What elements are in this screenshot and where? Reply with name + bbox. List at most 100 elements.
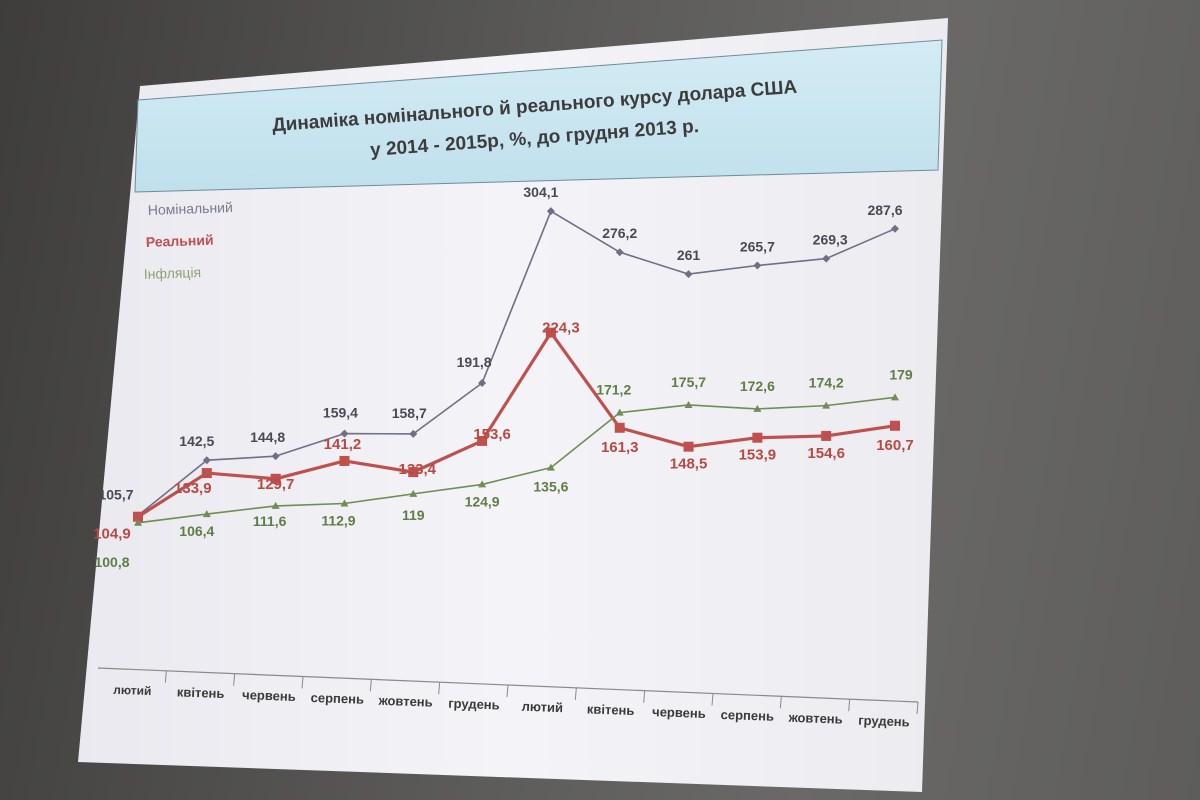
series-2-data-label: 160,7 xyxy=(876,437,914,454)
series-2-point xyxy=(890,420,900,431)
series-2-data-label: 224,3 xyxy=(542,320,580,337)
series-1-data-label: 265,7 xyxy=(740,239,775,255)
series-1-point xyxy=(202,456,211,465)
title-banner xyxy=(134,39,943,193)
series-3-point xyxy=(684,400,693,408)
series-3-point xyxy=(753,404,762,412)
series-1-point xyxy=(340,429,349,438)
x-tick xyxy=(438,682,441,695)
series-1-point xyxy=(409,429,418,438)
series-3-data-label: 172,6 xyxy=(740,378,775,394)
series-3-data-label: 111,6 xyxy=(253,513,287,529)
series-3-data-label: 124,9 xyxy=(465,493,500,509)
series-2-point xyxy=(752,432,763,443)
series-line-2 xyxy=(137,331,896,519)
series-lines xyxy=(137,210,896,524)
x-tick-label: лютий xyxy=(521,699,563,715)
series-2-data-label: 104,9 xyxy=(93,526,131,543)
series-2-data-label: 133,4 xyxy=(398,461,436,478)
x-tick-label: грудень xyxy=(448,696,500,713)
x-tick-label: жовтень xyxy=(377,693,433,710)
x-tick xyxy=(779,696,782,709)
series-2-data-label: 153,6 xyxy=(473,426,511,443)
x-tick-label: жовтень xyxy=(787,710,843,727)
series-1-data-label: 261 xyxy=(677,247,701,263)
series-3-point xyxy=(340,499,349,507)
x-tick-label: квітень xyxy=(587,701,635,718)
series-1-data-label: 159,4 xyxy=(323,405,358,421)
legend-real: Реальний xyxy=(146,232,214,250)
series-2-point xyxy=(408,467,419,478)
series-3-data-label: 106,4 xyxy=(179,523,214,539)
series-2-point xyxy=(339,455,350,466)
series-1-point xyxy=(546,207,555,216)
series-1-data-label: 158,7 xyxy=(392,405,427,421)
series-2-point xyxy=(821,430,832,441)
x-axis-labels: лютий квітень червень серпень жовтень грудень… xyxy=(113,683,910,730)
x-tick-label: червень xyxy=(242,687,296,704)
projection-screen xyxy=(78,18,948,792)
x-tick-label: лютий xyxy=(113,683,152,698)
x-tick xyxy=(574,687,577,700)
x-tick xyxy=(916,701,919,715)
x-axis-ticks xyxy=(164,670,919,715)
series-2-data-label: 154,6 xyxy=(807,445,845,462)
series-3-data-label: 135,6 xyxy=(533,479,568,495)
series-1-point xyxy=(753,261,762,270)
series-2-point xyxy=(614,422,625,433)
series-line-3 xyxy=(137,396,896,524)
series-3-point xyxy=(409,489,418,497)
series-1-data-label: 105,7 xyxy=(98,487,133,503)
x-tick-label: червень xyxy=(652,704,706,721)
legend-nominal: Номінальний xyxy=(148,199,233,218)
x-tick-label: грудень xyxy=(858,713,910,730)
series-3-data-label: 100,8 xyxy=(94,554,129,570)
x-tick xyxy=(233,673,236,686)
x-tick xyxy=(301,676,304,689)
series-3-data-label: 171,2 xyxy=(596,382,631,398)
legend: Номінальний Реальний Інфляція xyxy=(144,199,233,282)
legend-inflation: Інфляція xyxy=(144,264,202,282)
series-3-data-label: 119 xyxy=(402,507,425,523)
series-3-data-label: 174,2 xyxy=(809,375,844,391)
series-2-data-label: 161,3 xyxy=(601,439,639,456)
series-2-point xyxy=(270,473,281,484)
x-tick-label: серпень xyxy=(720,707,774,724)
x-tick xyxy=(506,684,509,698)
series-1-point xyxy=(684,270,693,279)
data-labels: 105,7 142,5 144,8 159,4 158,7 191,8 304,1 276,2… xyxy=(93,184,914,570)
x-tick xyxy=(711,693,714,706)
series-1-data-label: 142,5 xyxy=(179,433,214,449)
series-3-point xyxy=(202,510,211,518)
series-2-data-label: 133,9 xyxy=(174,480,212,497)
series-3-point xyxy=(615,408,624,416)
series-2-point xyxy=(201,468,212,479)
series-2-data-label: 148,5 xyxy=(670,456,708,473)
series-2-data-label: 141,2 xyxy=(324,436,362,453)
series-line-1 xyxy=(137,210,896,517)
series-3-point xyxy=(891,393,899,401)
series-2-data-label: 129,7 xyxy=(257,476,295,493)
series-3-point xyxy=(822,401,831,409)
series-1-data-label: 191,8 xyxy=(457,354,492,370)
series-3-point xyxy=(271,501,280,509)
x-tick xyxy=(164,670,167,683)
series-3-point xyxy=(478,480,487,488)
series-1-point xyxy=(478,379,487,388)
series-2-point xyxy=(683,441,694,452)
series-1-data-label: 287,6 xyxy=(867,202,902,218)
series-2-point xyxy=(545,327,556,338)
series-1-point xyxy=(615,248,624,257)
series-3-data-label: 175,7 xyxy=(671,374,706,390)
x-tick-label: серпень xyxy=(310,690,364,707)
x-tick xyxy=(369,679,372,692)
series-2-point xyxy=(477,435,488,446)
series-1-data-label: 269,3 xyxy=(813,232,848,248)
x-tick xyxy=(643,690,646,703)
series-markers xyxy=(133,207,900,526)
series-1-data-label: 276,2 xyxy=(602,225,637,241)
series-2-point xyxy=(133,511,143,522)
series-3-point xyxy=(134,518,142,526)
series-1-point xyxy=(271,452,280,461)
